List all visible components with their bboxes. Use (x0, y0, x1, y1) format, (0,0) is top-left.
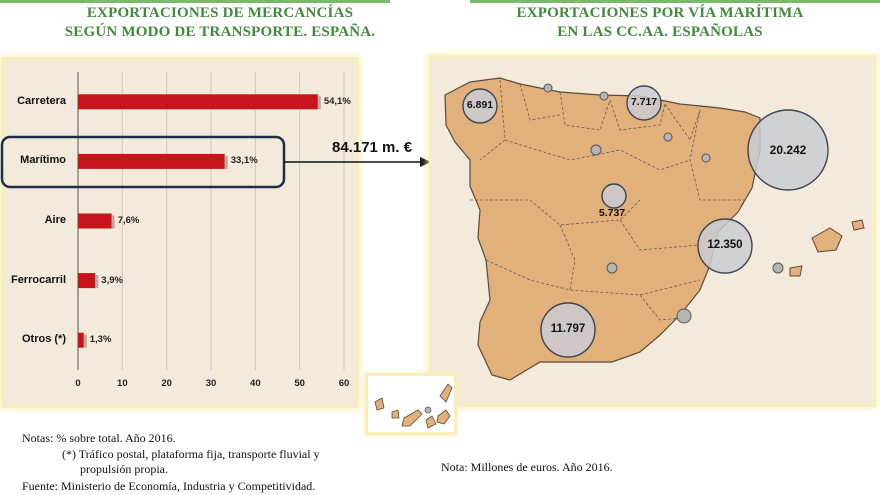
x-tick-label: 10 (117, 378, 128, 389)
bubble-label-andalucia: 11.797 (550, 323, 586, 335)
canary-islands-inset (368, 376, 454, 432)
x-tick-label: 30 (205, 378, 217, 389)
note-left-line2: (*) Tráfico postal, plataforma fija, tra… (62, 447, 320, 461)
category-label: Otros (*) (22, 333, 66, 346)
value-label: 33,1% (230, 155, 258, 167)
left-title-line1: EXPORTACIONES DE MERCANCÍAS (86, 5, 354, 21)
category-label: Marítimo (20, 154, 66, 167)
value-label: 54,1% (323, 95, 351, 107)
top-green-line-left (0, 0, 390, 3)
category-label: Carretera (17, 94, 66, 107)
note-left-line3: propulsión propia. (80, 462, 168, 476)
x-tick-label: 50 (294, 378, 305, 389)
right-title-line1: EXPORTACIONES POR VÍA MARÍTIMA (516, 5, 804, 21)
bubble-label-madrid: 5.737 (598, 207, 626, 219)
maritime-total-label: 84.171 m. € (332, 139, 413, 156)
left-chart-title: EXPORTACIONES DE MERCANCÍAS SEGÚN MODO D… (0, 4, 440, 42)
note-left-line1: Notas: % sobre total. Año 2016. (22, 431, 176, 445)
x-tick-label: 60 (338, 378, 350, 389)
category-label: Aire (44, 214, 66, 226)
bar-chart-panel (4, 60, 356, 405)
x-tick-label: 40 (250, 378, 261, 389)
bubble-label-pais-vasco: 7.717 (630, 96, 658, 108)
right-title-line2: EN LAS CC.AA. ESPAÑOLAS (557, 24, 763, 40)
bubble-label-cataluna: 20.242 (769, 143, 807, 157)
category-label: Ferrocarril (10, 273, 66, 286)
note-right: Nota: Millones de euros. Año 2016. (441, 460, 613, 474)
value-label: 1,3% (89, 334, 112, 346)
left-title-line2: SEGÚN MODO DE TRANSPORTE. ESPAÑA. (64, 24, 376, 40)
note-source: Fuente: Ministerio de Economía, Industri… (22, 479, 316, 493)
x-tick-label: 0 (75, 378, 81, 389)
value-label: 7,6% (117, 215, 140, 226)
bubble-label-galicia: 6.891 (466, 99, 494, 111)
value-label: 3,9% (101, 274, 123, 286)
right-map-title: EXPORTACIONES POR VÍA MARÍTIMA EN LAS CC… (440, 4, 880, 42)
x-tick-label: 20 (161, 378, 172, 389)
top-green-line-right (470, 0, 880, 3)
bubble-label-valencia: 12.350 (707, 239, 743, 251)
